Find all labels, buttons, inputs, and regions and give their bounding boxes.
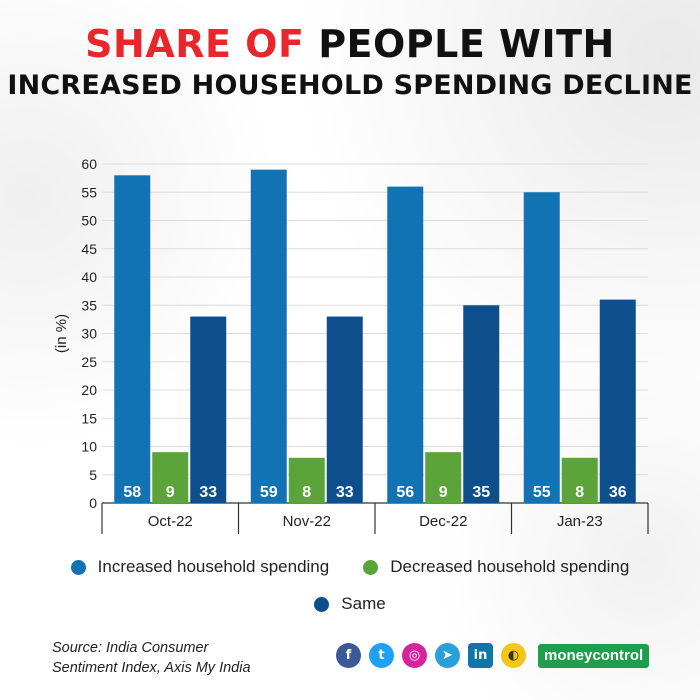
bar (387, 186, 424, 503)
y-axis-label: (in %) (53, 314, 70, 353)
title-highlight: SHARE OF (85, 22, 305, 66)
legend-dot-decreased (363, 559, 379, 575)
legend-dot-increased (70, 559, 86, 575)
instagram-icon[interactable]: ◎ (402, 643, 427, 668)
y-tick-label: 60 (81, 156, 97, 172)
bar (523, 192, 560, 503)
y-tick-label: 40 (81, 269, 97, 285)
y-tick-label: 0 (89, 495, 97, 511)
bar (288, 457, 325, 503)
y-tick-label: 20 (81, 382, 97, 398)
legend-label-increased: Increased household spending (97, 557, 330, 576)
telegram-icon[interactable]: ➤ (435, 643, 460, 668)
bar (190, 316, 227, 503)
x-tick-label: Dec-22 (419, 513, 467, 530)
bar (561, 457, 598, 503)
data-label: 33 (199, 484, 217, 501)
x-tick-label: Oct-22 (148, 513, 193, 530)
x-tick-label: Jan-23 (557, 513, 603, 530)
legend-label-decreased: Decreased household spending (390, 557, 630, 576)
title-rest: PEOPLE WITH (318, 22, 615, 66)
y-tick-label: 10 (81, 439, 97, 455)
data-label: 8 (575, 484, 584, 501)
bar (152, 452, 189, 503)
chart-title: SHARE OF PEOPLE WITH INCREASED HOUSEHOLD… (0, 22, 700, 104)
y-tick-label: 35 (81, 297, 97, 313)
title-line-1: SHARE OF PEOPLE WITH (0, 22, 700, 66)
facebook-icon[interactable]: f (336, 643, 361, 668)
y-tick-label: 5 (89, 467, 97, 483)
bar (463, 305, 500, 503)
legend-dot-same (314, 596, 330, 612)
data-label: 9 (439, 484, 448, 501)
data-label: 8 (302, 484, 311, 501)
data-label: 35 (472, 484, 490, 501)
source-line-2: Sentiment Index, Axis My India (52, 660, 251, 676)
bar (250, 169, 287, 503)
data-label: 59 (260, 484, 278, 501)
data-label: 56 (396, 484, 414, 501)
legend: Increased household spending Decreased h… (0, 557, 700, 631)
moneycontrol-logo: moneycontrol (538, 643, 650, 668)
social-icons: f t ◎ ➤ in ◐ moneycontrol (336, 643, 650, 668)
data-label: 58 (123, 484, 141, 501)
y-tick-label: 30 (81, 326, 97, 342)
y-tick-label: 15 (81, 410, 97, 426)
linkedin-icon[interactable]: in (468, 643, 493, 668)
legend-item-increased: Increased household spending (70, 557, 330, 577)
y-tick-label: 50 (81, 213, 97, 229)
bar (114, 175, 151, 504)
data-label: 55 (533, 484, 551, 501)
y-tick-label: 25 (81, 354, 97, 370)
data-label: 36 (609, 484, 627, 501)
legend-item-same: Same (314, 594, 386, 614)
bar (425, 452, 462, 503)
legend-item-decreased: Decreased household spending (363, 557, 629, 577)
source-line-1: Source: India Consumer (52, 640, 209, 656)
source-note: Source: India Consumer Sentiment Index, … (52, 638, 251, 678)
data-label: 9 (166, 484, 175, 501)
koo-icon[interactable]: ◐ (501, 643, 526, 668)
legend-label-same: Same (341, 594, 386, 613)
x-tick-label: Nov-22 (283, 513, 331, 530)
y-tick-label: 45 (81, 241, 97, 257)
twitter-icon[interactable]: t (369, 643, 394, 668)
bar (326, 316, 363, 503)
bar (599, 299, 636, 503)
title-line-2: INCREASED HOUSEHOLD SPENDING DECLINE (7, 70, 693, 101)
y-tick-label: 55 (81, 184, 97, 200)
data-label: 33 (336, 484, 354, 501)
